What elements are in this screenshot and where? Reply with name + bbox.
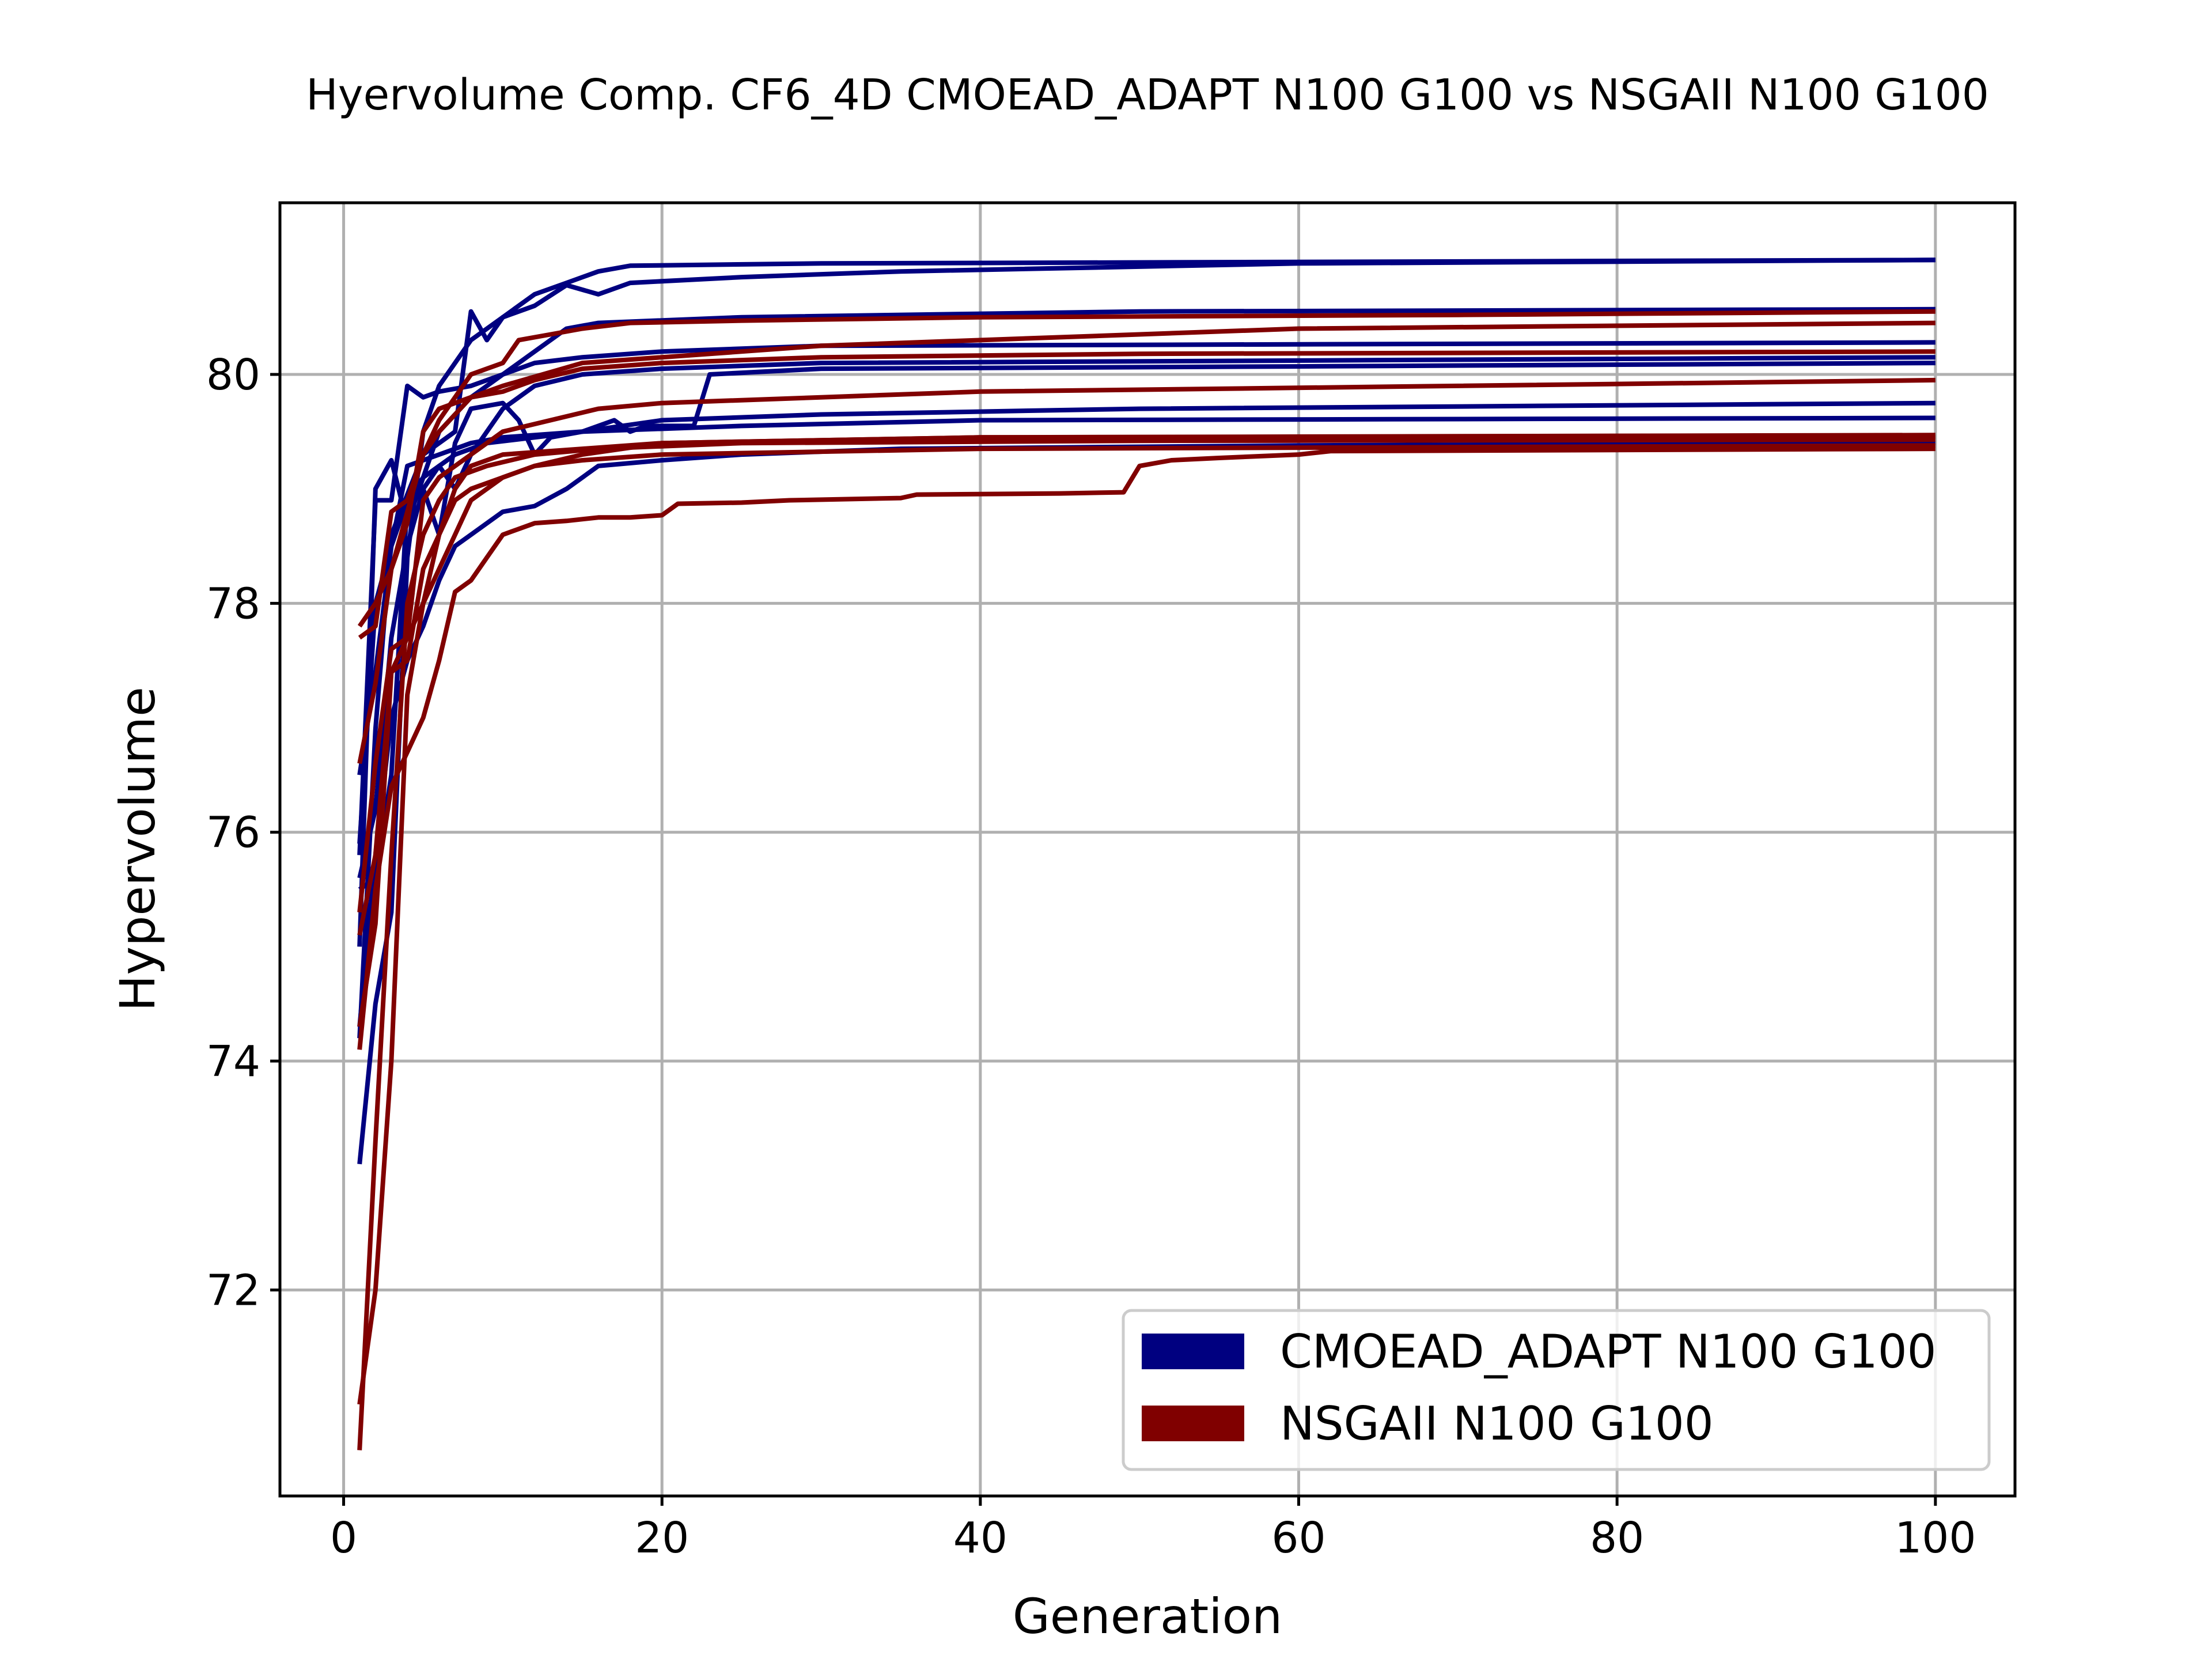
y-tick-label: 74	[206, 1037, 260, 1086]
series-layer	[357, 257, 1936, 1450]
chart-title: Hyervolume Comp. CF6_4D CMOEAD_ADAPT N10…	[306, 70, 1989, 120]
nsgaii-run-line	[357, 349, 1936, 764]
y-tick-label: 80	[206, 350, 260, 400]
x-axis-label: Generation	[1013, 1588, 1283, 1645]
nsgaii-run-line	[357, 435, 1936, 936]
x-tick-label: 40	[953, 1513, 1007, 1563]
cmoead-run-line	[357, 415, 1936, 776]
nsgaii-run-line	[357, 377, 1936, 913]
nsgaii-run-line	[358, 320, 1936, 640]
legend-label-nsgaii: NSGAII N100 G100	[1280, 1397, 1714, 1450]
nsgaii-run-line	[357, 446, 1936, 1050]
grid	[280, 203, 2015, 1496]
y-tick-label: 78	[206, 579, 260, 628]
cmoead-run-line	[358, 355, 1936, 892]
cmoead-run-line	[357, 441, 1936, 1027]
cmoead-run-line	[357, 340, 1936, 855]
cmoead-run-line	[357, 257, 1936, 1039]
x-tick-label: 60	[1271, 1513, 1325, 1563]
cmoead-run-line	[357, 257, 1936, 1165]
legend: CMOEAD_ADAPT N100 G100 NSGAII N100 G100	[1122, 1309, 1991, 1471]
y-axis-label: Hypervolume	[109, 687, 166, 1012]
legend-box	[1122, 1309, 1991, 1471]
plot-frame	[278, 201, 2017, 1498]
x-tick-label: 20	[635, 1513, 689, 1563]
x-tick-label: 80	[1590, 1513, 1644, 1563]
legend-swatch-nsgaii	[1142, 1406, 1244, 1441]
y-tick-label: 72	[206, 1266, 260, 1315]
nsgaii-run-line	[357, 433, 1936, 1405]
nsgaii-run-line	[357, 443, 1936, 1028]
y-tick-label: 76	[206, 808, 260, 858]
legend-label-cmoead: CMOEAD_ADAPT N100 G100	[1280, 1325, 1937, 1378]
nsgaii-run-line	[357, 437, 1936, 1450]
x-tick-label: 100	[1895, 1513, 1976, 1563]
legend-swatch-cmoead	[1142, 1334, 1244, 1369]
x-tick-label: 0	[330, 1513, 357, 1563]
axis-ticks: 0 20 40 60 80 100 72 74 76 78 80	[206, 350, 1976, 1563]
